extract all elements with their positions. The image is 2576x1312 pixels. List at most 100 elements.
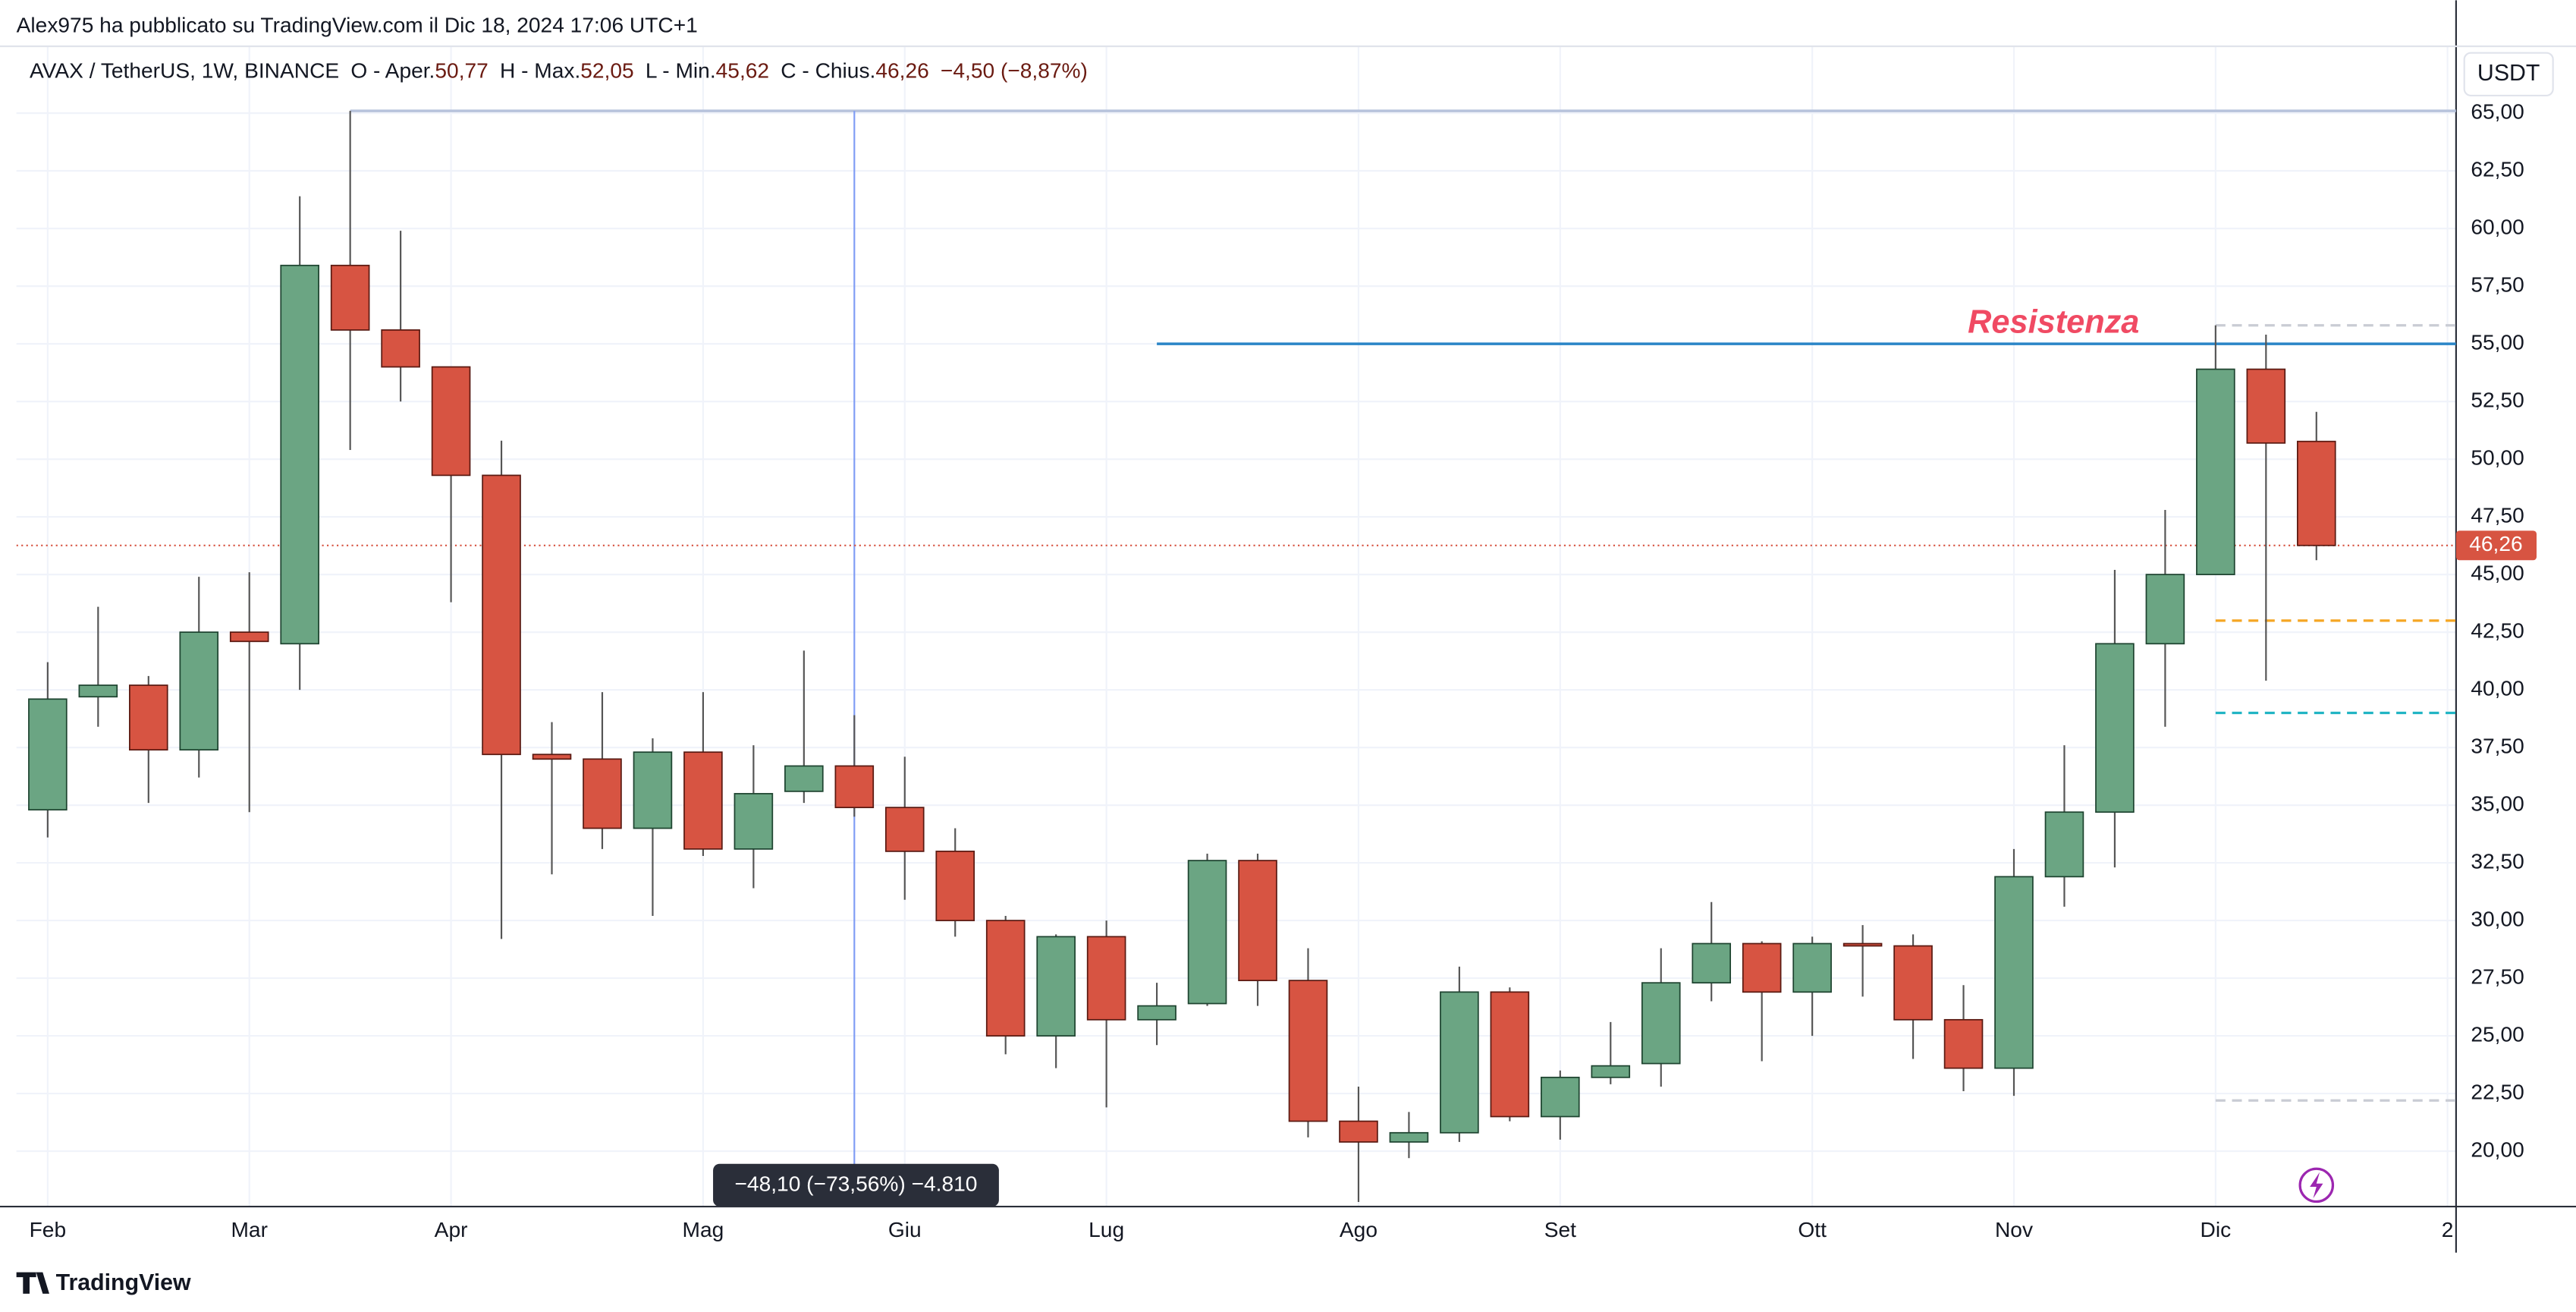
candle-body [784,765,824,792]
candle-body [884,807,925,852]
candle-body [2196,368,2235,575]
x-tick-label: Ott [1798,1218,1827,1241]
ohlc-value: 46,26 [875,59,928,83]
x-tick-label: Apr [435,1218,468,1241]
candle-body [1238,860,1277,982]
candle-body [2145,574,2185,645]
candle-body [734,793,774,850]
candle-body [1893,945,1933,1021]
header: Alex975 ha pubblicato su TradingView.com… [17,13,698,36]
candle-body [1591,1065,1631,1078]
x-tick-label: Lug [1089,1218,1124,1241]
x-tick-label: Mag [683,1218,724,1241]
candle-body [985,920,1026,1037]
measure-label: −48,10 (−73,56%) −4.810 [734,1172,977,1195]
x-tick-label: 2 [2442,1218,2454,1241]
candle-body [1792,942,1832,993]
candle-body [1137,1005,1176,1021]
y-tick-label: 62,50 [2471,158,2524,181]
y-tick-label: 50,00 [2471,446,2524,470]
candle-body [381,329,420,368]
ohlc-label: O - Aper. [350,59,435,83]
candle-body [2246,368,2286,444]
candle-body [532,754,572,760]
candle-body [129,684,168,751]
ohlc-label: H - Max. [500,59,580,83]
y-tick-label: 30,00 [2471,908,2524,931]
candle-body [229,631,269,643]
candle-body [1086,936,1126,1021]
y-tick-label: 20,00 [2471,1138,2524,1162]
candle-body [2044,811,2084,878]
y-tick-label: 42,50 [2471,619,2524,643]
change: −4,50 (−8,87%) [941,59,1088,83]
candle-body [1641,982,1681,1065]
y-tick-label: 25,00 [2471,1023,2524,1046]
ohlc-value: 52,05 [580,59,633,83]
x-tick-label: Ago [1340,1218,1378,1241]
candle-body [1036,936,1076,1037]
y-tick-label: 57,50 [2471,273,2524,297]
candle-body [633,751,673,829]
candle-body [1943,1018,1984,1069]
x-tick-label: Giu [888,1218,922,1241]
x-tick-label: Nov [1995,1218,2033,1241]
candle-body [2296,440,2336,546]
measure-label-box [713,1163,999,1207]
candle-body [1742,942,1782,993]
price-tag [2455,530,2537,561]
series [16,109,2456,1207]
y-tick-label: 27,50 [2471,965,2524,989]
symbol: AVAX / TetherUS, 1W, BINANCE [30,59,339,83]
candle-body [280,264,319,645]
legend: AVAX / TetherUS, 1W, BINANCE O - Aper.50,… [30,59,1088,83]
candle-body [1692,942,1731,984]
x-tick-label: Dic [2201,1218,2232,1241]
currency: USDT [2477,61,2540,86]
y-tick-label: 22,50 [2471,1081,2524,1104]
ohlc-value: 45,62 [716,59,769,83]
candle-body [935,851,975,921]
candle-body [583,758,622,829]
candle-body [1339,1120,1378,1143]
price-tag-label: 46,26 [2469,532,2522,555]
ohlc-label: L - Min. [646,59,716,83]
alert-icon[interactable] [2298,1167,2335,1203]
y-tick-label: 52,50 [2471,389,2524,412]
alert-icon-bolt [2310,1172,2323,1199]
candle-body [834,765,875,809]
footer: TradingView [56,1270,191,1295]
y-tick-label: 35,00 [2471,792,2524,816]
ohlc-value: 50,77 [435,59,488,83]
x-tick-label: Set [1544,1218,1576,1241]
candle-body [1490,991,1530,1118]
y-tick-label: 32,50 [2471,850,2524,873]
candle-body [2095,643,2135,813]
logo [16,1272,49,1294]
x-tick-label: Mar [231,1218,267,1241]
y-tick-label: 47,50 [2471,504,2524,527]
y-tick-label: 40,00 [2471,677,2524,700]
ohlc-label: C - Chius. [781,59,875,83]
plot-area: 20,00 22,50 25,00 27,50 30,00 32,50 35,00 37,50… [0,0,2576,1253]
candle-body [1842,942,1883,947]
x-tick-label: Feb [30,1218,67,1241]
candle-body [330,264,370,331]
y-tick-label: 45,00 [2471,562,2524,585]
y-tick-label: 37,50 [2471,735,2524,758]
candle-body [1187,860,1227,1005]
candle-body [431,366,471,477]
currency-box [2463,52,2554,97]
candle-body [78,684,118,698]
annotation: Resistenza [1968,304,2139,340]
candle-body [683,751,723,850]
candle-body [1440,991,1479,1134]
y-tick-label: 55,00 [2471,331,2524,354]
y-tick-label: 65,00 [2471,100,2524,124]
candle-body [179,631,219,751]
candle-body [482,474,521,756]
candle-body [1389,1131,1429,1143]
